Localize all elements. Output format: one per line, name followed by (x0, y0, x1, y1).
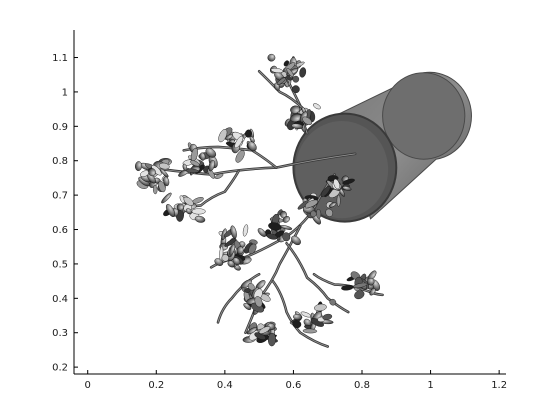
x-tick-label: 1 (427, 380, 433, 391)
y-tick-label: 1 (62, 87, 68, 98)
y-tick-label: 0.4 (52, 294, 68, 305)
plant-leaf (337, 195, 340, 206)
x-tick-label: 0.4 (217, 380, 233, 391)
y-tick-label: 0.6 (52, 225, 68, 236)
y-tick-label: 0.5 (52, 259, 68, 270)
plant-leaf (310, 211, 316, 217)
y-tick-label: 0.7 (52, 191, 68, 202)
y-tick-label: 0.9 (52, 122, 68, 133)
x-tick-label: 0 (85, 380, 91, 391)
plant-leaf (316, 209, 321, 218)
plant-leaf (267, 54, 275, 62)
plant-leaf (303, 329, 317, 334)
plant-leaf (293, 76, 299, 83)
y-tick-label: 0.8 (52, 156, 68, 167)
y-tick-label: 1.1 (52, 53, 68, 64)
y-tick-label: 0.3 (52, 328, 68, 339)
plant-leaf (192, 209, 206, 215)
plant-leaf (135, 161, 142, 171)
x-tick-label: 0.8 (354, 380, 370, 391)
x-tick-label: 1.2 (491, 380, 507, 391)
x-tick-label: 0.2 (148, 380, 164, 391)
x-tick-label: 0.6 (285, 380, 301, 391)
plant-leaf (153, 185, 157, 194)
pot-base (383, 73, 465, 159)
y-tick-label: 0.2 (52, 363, 68, 374)
